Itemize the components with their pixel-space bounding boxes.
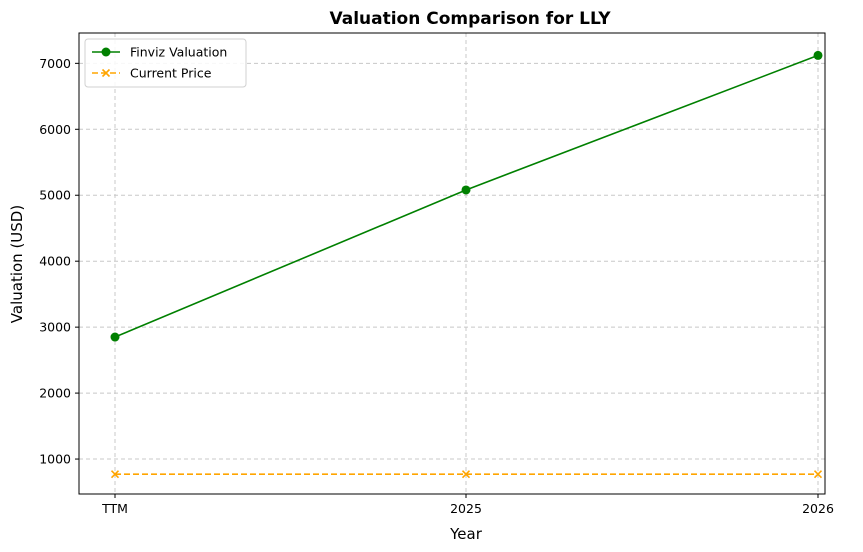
- series-layer: [110, 50, 823, 479]
- finviz-valuation-legend-marker: [101, 47, 111, 57]
- chart-title: Valuation Comparison for LLY: [330, 9, 612, 29]
- current-price-point: [110, 470, 120, 479]
- y-tick-label: 7000: [39, 56, 71, 71]
- ticks: TTM 2025 2026 1000 2000 3000 4000 5000 6000 7000: [39, 56, 834, 516]
- x-tick-label: 2025: [450, 501, 482, 516]
- legend-box: [84, 38, 247, 88]
- current-price-legend-label: Current Price: [130, 66, 212, 81]
- y-tick-label: 1000: [39, 452, 71, 467]
- legend: Finviz Valuation Current Price: [84, 38, 247, 88]
- current-price-point-stroke: [461, 470, 471, 479]
- y-tick-label: 6000: [39, 122, 71, 137]
- current-price-legend-marker: [101, 68, 111, 78]
- grid: [79, 33, 825, 494]
- current-price-point-stroke: [110, 470, 120, 479]
- finviz-valuation-legend-label: Finviz Valuation: [130, 45, 227, 60]
- y-axis-label: Valuation (USD): [8, 205, 26, 323]
- current-price-point: [813, 470, 823, 479]
- y-tick-label: 5000: [39, 188, 71, 203]
- plot-area-frame: [78, 32, 826, 495]
- finviz-valuation-point: [813, 50, 823, 60]
- finviz-valuation-point: [461, 185, 471, 195]
- current-price-point-stroke: [813, 470, 823, 479]
- x-axis-label: Year: [449, 525, 483, 543]
- y-tick-label: 3000: [39, 320, 71, 335]
- current-price-point: [461, 470, 471, 479]
- y-tick-label: 2000: [39, 386, 71, 401]
- finviz-valuation-point: [110, 332, 120, 342]
- x-tick-label: 2026: [802, 501, 834, 516]
- y-tick-label: 4000: [39, 254, 71, 269]
- current-price-legend-marker-stroke: [101, 68, 111, 78]
- x-tick-label: TTM: [101, 501, 128, 516]
